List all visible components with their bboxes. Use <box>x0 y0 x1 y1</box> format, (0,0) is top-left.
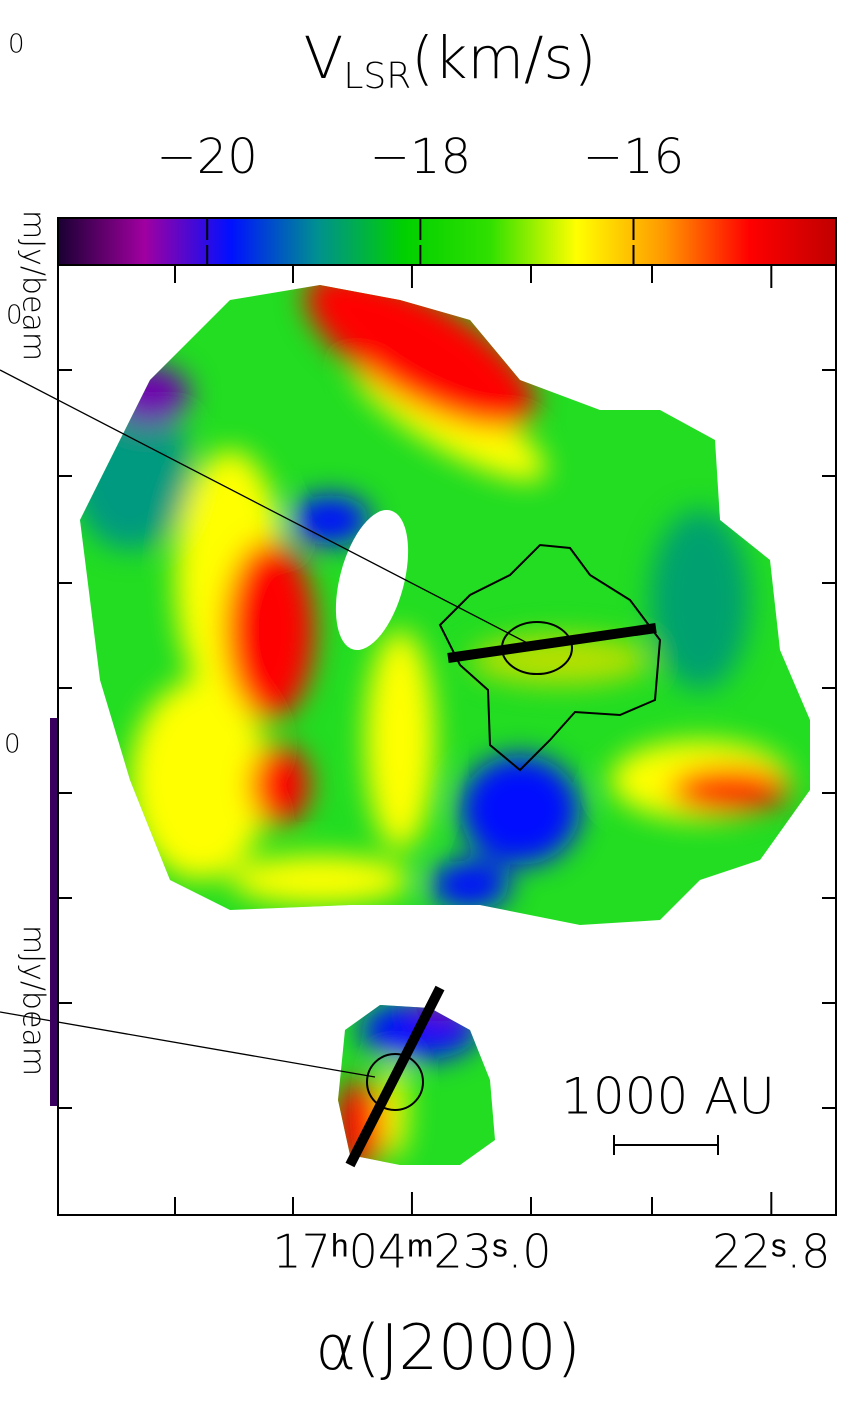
figure: −20 −18 −16 1000 AU VLSR(km/s) α(J2000) mJ… <box>0 0 842 1412</box>
colorbar: −20 −18 −16 <box>58 129 836 265</box>
side-label: mJy/beam <box>16 925 51 1076</box>
x-tick-label: 17ʰ04ᵐ23ˢ.0 <box>272 1225 551 1279</box>
velocity-map <box>0 242 830 1170</box>
x-tick-label: 22ˢ.8 <box>712 1225 830 1279</box>
cropped-label: 0 <box>8 30 25 60</box>
colorbar-tick-label: −20 <box>157 129 258 185</box>
title-unit: (km/s) <box>411 24 596 92</box>
scale-bar <box>614 1135 718 1155</box>
scale-bar-label: 1000 AU <box>561 1068 775 1126</box>
colorbar-tick-label: −18 <box>370 129 471 185</box>
side-label: mJy/beam <box>16 210 51 361</box>
colorbar-title: VLSR(km/s) <box>304 24 597 97</box>
title-subscript: LSR <box>343 56 411 97</box>
colorbar-scale <box>58 218 836 265</box>
title-symbol: V <box>304 24 344 92</box>
cropped-label: 0 <box>4 730 21 760</box>
x-axis-label: α(J2000) <box>315 1311 580 1384</box>
colorbar-tick-label: −16 <box>583 129 684 185</box>
cropped-label: 0 <box>6 301 23 331</box>
